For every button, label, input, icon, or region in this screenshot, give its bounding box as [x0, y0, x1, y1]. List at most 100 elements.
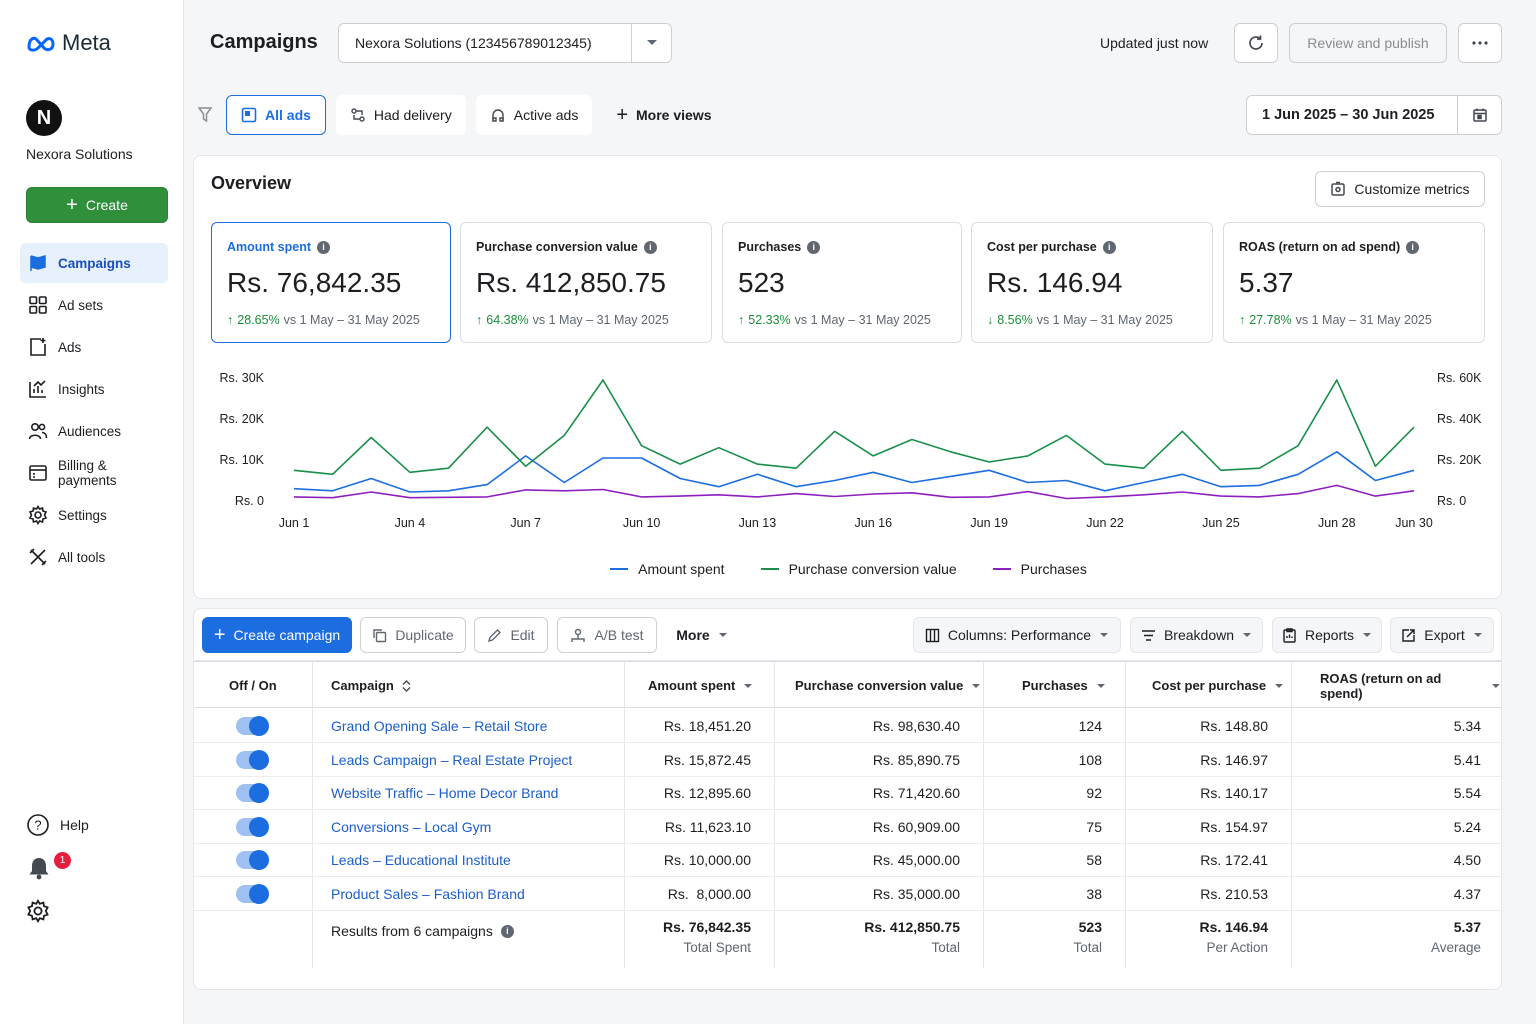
filter-icon[interactable]	[198, 107, 212, 123]
campaign-toggle[interactable]	[236, 850, 269, 871]
campaign-name-link[interactable]: Leads Campaign – Real Estate Project	[331, 751, 573, 768]
columns-button[interactable]: Columns: Performance	[913, 617, 1121, 653]
account-avatar[interactable]: N	[26, 100, 62, 136]
tools-icon	[28, 547, 48, 567]
notifications-button[interactable]	[26, 855, 52, 881]
ab-test-button[interactable]: A/B test	[557, 617, 657, 653]
edit-button[interactable]: Edit	[474, 617, 548, 653]
reports-button[interactable]: Reports	[1272, 617, 1382, 653]
sidebar-item-audiences[interactable]: Audiences	[20, 411, 168, 451]
campaign-name-link[interactable]: Product Sales – Fashion Brand	[331, 886, 525, 902]
export-button[interactable]: Export	[1390, 617, 1494, 653]
arrow-up-icon: ↑	[227, 313, 234, 327]
campaign-toggle[interactable]	[236, 749, 269, 770]
sidebar-item-billing[interactable]: Billing & payments	[20, 453, 168, 493]
info-icon[interactable]: i	[500, 924, 514, 938]
create-button[interactable]: + Create	[26, 187, 168, 223]
info-icon[interactable]: i	[807, 240, 821, 254]
tab-had-delivery[interactable]: Had delivery	[335, 95, 466, 135]
arrow-up-icon: ↑	[1239, 313, 1246, 327]
sidebar-item-ads[interactable]: Ads	[20, 327, 168, 367]
calendar-icon[interactable]	[1457, 96, 1501, 134]
tab-active-ads[interactable]: Active ads	[475, 95, 593, 135]
chevron-down-icon[interactable]	[631, 24, 671, 62]
chevron-down-icon	[744, 683, 753, 688]
more-options-button[interactable]	[1458, 23, 1502, 63]
metric-card-purchase-conversion-value[interactable]: Purchase conversion value i Rs. 412,850.7…	[460, 222, 712, 343]
more-actions-button[interactable]: More	[666, 617, 738, 653]
table-row[interactable]: Product Sales – Fashion Brand Rs. 8,000.0…	[194, 877, 1501, 911]
series-line-purchases[interactable]	[293, 484, 1415, 500]
table-row[interactable]: Website Traffic – Home Decor Brand Rs. 12…	[194, 776, 1501, 811]
table-row[interactable]: Leads Campaign – Real Estate Project Rs. …	[194, 743, 1501, 777]
campaign-toggle[interactable]	[236, 884, 269, 904]
campaign-toggle[interactable]	[236, 816, 269, 837]
meta-wordmark: Meta	[62, 30, 111, 55]
column-header-amount-spent[interactable]: Amount spent	[648, 662, 753, 709]
updated-status: Updated just now	[1100, 35, 1209, 51]
column-divider	[1291, 661, 1292, 968]
columns-label: Columns: Performance	[947, 627, 1092, 643]
tab-all-ads[interactable]: All ads	[226, 95, 326, 135]
metric-card-amount-spent[interactable]: Amount spent i Rs. 76,842.35 ↑ 28.65% vs 1 …	[211, 222, 451, 343]
meta-logo[interactable]: Meta	[26, 30, 111, 56]
x-axis-tick: Jun 10	[623, 516, 661, 530]
column-header-purchase-conversion-value[interactable]: Purchase conversion value	[795, 662, 981, 709]
campaign-toggle[interactable]	[236, 716, 269, 736]
sidebar-item-settings[interactable]: Settings	[20, 495, 168, 535]
info-icon[interactable]: i	[643, 240, 657, 254]
series-line-purchase-conversion-value[interactable]	[293, 379, 1415, 476]
sidebar-item-all-tools[interactable]: All tools	[20, 537, 168, 577]
chevron-down-icon	[1275, 683, 1284, 688]
table-row[interactable]: Grand Opening Sale – Retail Store Rs. 18,…	[194, 709, 1501, 743]
column-header-campaign[interactable]: Campaign	[331, 662, 411, 709]
metric-card-purchases[interactable]: Purchases i 523 ↑ 52.33% vs 1 May – 31 May …	[722, 222, 962, 343]
column-header-roas[interactable]: ROAS (return on ad spend)	[1320, 662, 1501, 709]
tab-more-views[interactable]: + More views	[602, 95, 725, 135]
overview-panel: Overview Customize metrics Amount spent i…	[193, 155, 1502, 599]
settings-button[interactable]	[26, 899, 50, 923]
review-publish-button[interactable]: Review and publish	[1289, 23, 1447, 63]
ad-icon	[28, 337, 48, 357]
legend-item-purchase-conversion-value[interactable]: Purchase conversion value	[760, 561, 957, 577]
legend-item-amount-spent[interactable]: Amount spent	[610, 561, 725, 577]
column-header-purchases[interactable]: Purchases	[1022, 662, 1106, 709]
results-summary-row: Results from 6 campaigns i Rs. 76,842.35…	[194, 911, 1501, 971]
x-axis-tick: Jun 19	[970, 516, 1008, 530]
export-icon	[1402, 628, 1415, 642]
breakdown-button[interactable]: Breakdown	[1130, 617, 1263, 653]
series-line-amount-spent[interactable]	[293, 451, 1415, 493]
info-icon[interactable]: i	[1102, 240, 1116, 254]
create-campaign-button[interactable]: + Create campaign	[202, 617, 352, 653]
campaign-name-link[interactable]: Leads – Educational Institute	[331, 852, 511, 869]
sidebar-nav: Campaigns Ad sets Ads Insights Audiences	[20, 243, 168, 579]
help-link[interactable]: ? Help	[26, 813, 89, 837]
ab-test-icon	[571, 628, 586, 642]
info-icon[interactable]: i	[317, 240, 331, 254]
metric-card-cost-per-purchase[interactable]: Cost per purchase i Rs. 146.94 ↓ 8.56% vs 1…	[971, 222, 1213, 343]
cell-pcv: Rs. 60,909.00	[872, 818, 960, 835]
column-divider	[1125, 661, 1126, 968]
campaign-name-link[interactable]: Conversions – Local Gym	[331, 818, 492, 835]
duplicate-button[interactable]: Duplicate	[360, 617, 466, 653]
customize-metrics-button[interactable]: Customize metrics	[1315, 171, 1485, 207]
table-row[interactable]: Conversions – Local Gym Rs. 11,623.10 Rs. …	[194, 810, 1501, 844]
campaign-name-link[interactable]: Grand Opening Sale – Retail Store	[331, 718, 548, 734]
campaign-toggle[interactable]	[236, 783, 269, 804]
cell-pcv: Rs. 85,890.75	[872, 751, 960, 768]
table-row[interactable]: Leads – Educational Institute Rs. 10,000.…	[194, 843, 1501, 878]
date-range-picker[interactable]: 1 Jun 2025 – 30 Jun 2025	[1246, 95, 1502, 135]
sidebar-item-campaigns[interactable]: Campaigns	[20, 243, 168, 283]
legend-item-purchases[interactable]: Purchases	[992, 561, 1087, 577]
column-header-cost-per-purchase[interactable]: Cost per purchase	[1152, 662, 1284, 709]
refresh-button[interactable]	[1234, 23, 1278, 63]
metric-value: Rs. 412,850.75	[476, 267, 666, 298]
info-icon[interactable]: i	[1406, 240, 1420, 254]
campaign-name-link[interactable]: Website Traffic – Home Decor Brand	[331, 785, 559, 802]
chart-canvas: Rs. 30K Rs. 20K Rs. 10K Rs. 0 Rs. 60K Rs. 40K…	[220, 371, 1483, 530]
metric-card-roas[interactable]: ROAS (return on ad spend) i 5.37 ↑ 27.78% v…	[1223, 222, 1485, 343]
total-roas: 5.37 Average	[1430, 919, 1481, 955]
sidebar-item-ad-sets[interactable]: Ad sets	[20, 285, 168, 325]
sidebar-item-insights[interactable]: Insights	[20, 369, 168, 409]
account-select[interactable]: Nexora Solutions (123456789012345)	[338, 23, 672, 63]
